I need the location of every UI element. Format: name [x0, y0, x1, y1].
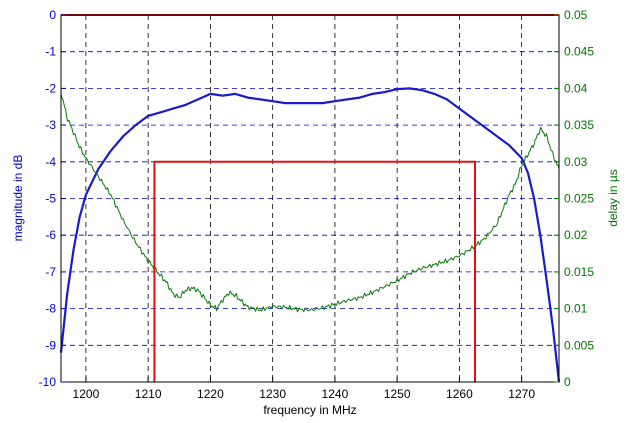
x-tick-label: 1260 [446, 387, 473, 401]
x-tick-label: 1240 [322, 387, 349, 401]
left-y-tick-label: -8 [45, 302, 56, 316]
right-y-tick-label: 0.015 [564, 265, 594, 279]
delay-line [60, 93, 560, 313]
right-y-tick-label: 0.045 [564, 45, 594, 59]
right-y-tick-label: 0.04 [564, 81, 588, 95]
left-y-tick-label: -4 [45, 155, 56, 169]
right-y-tick-label: 0.01 [564, 302, 588, 316]
x-tick-label: 1270 [508, 387, 535, 401]
left-y-tick-label: -5 [45, 192, 56, 206]
right-y-axis-label: delay in µs [606, 169, 620, 227]
magnitude-line [59, 87, 561, 383]
left-y-tick-label: -1 [45, 45, 56, 59]
right-y-tick-label: 0 [564, 375, 571, 389]
left-y-tick-label: -10 [39, 375, 57, 389]
right-y-tick-label: 0.03 [564, 155, 588, 169]
x-tick-label: 1220 [197, 387, 224, 401]
x-tick-label: 1200 [73, 387, 100, 401]
right-y-tick-label: 0.02 [564, 228, 588, 242]
x-axis-label: frequency in MHz [263, 403, 356, 417]
right-y-tick-label: 0.05 [564, 8, 588, 22]
x-tick-label: 1230 [259, 387, 286, 401]
right-y-tick-label: 0.005 [564, 338, 594, 352]
left-y-axis-label: magnitude in dB [11, 155, 25, 242]
x-ticks: 1200 1210 1220 1230 1240 1250 1260 1270 [73, 377, 535, 401]
x-tick-label: 1250 [384, 387, 411, 401]
left-y-tick-label: -7 [45, 265, 56, 279]
passband-mask-line [153, 160, 476, 382]
left-y-tick-label: -3 [45, 118, 56, 132]
left-y-ticks: 0 -1 -2 -3 -4 -5 -6 -7 -8 -9 -10 [39, 8, 66, 389]
x-tick-label: 1210 [135, 387, 162, 401]
left-y-tick-label: -9 [45, 338, 56, 352]
left-y-tick-label: -2 [45, 81, 56, 95]
right-y-ticks: 0.05 0.045 0.04 0.035 0.03 0.025 0.02 0.015 0.01… [554, 8, 594, 389]
left-y-tick-label: 0 [49, 8, 56, 22]
left-y-tick-label: -6 [45, 228, 56, 242]
right-y-tick-label: 0.035 [564, 118, 594, 132]
right-y-tick-label: 0.025 [564, 192, 594, 206]
